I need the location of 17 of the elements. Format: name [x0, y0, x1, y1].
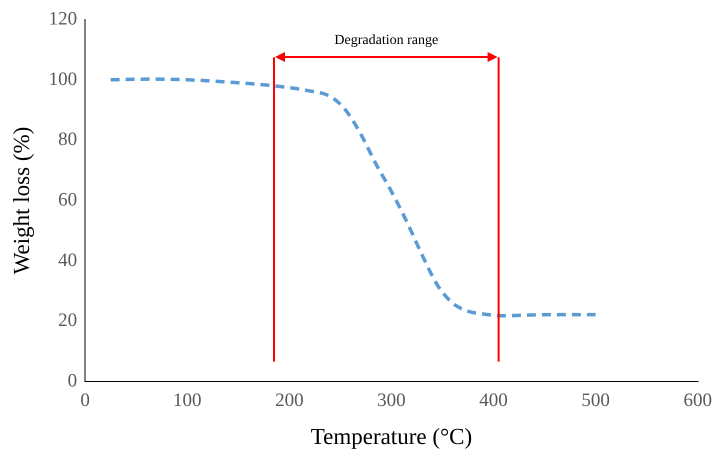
- x-tick-label: 100: [172, 390, 202, 411]
- annotation: Degradation range: [334, 33, 438, 48]
- line-series: [108, 77, 598, 318]
- y-tick-label: 40: [58, 250, 78, 271]
- y-tick-label: 120: [48, 8, 78, 30]
- x-tick-label: 600: [684, 390, 712, 411]
- y-tick-label: 80: [58, 129, 78, 150]
- y-tick-label: 60: [58, 189, 78, 210]
- x-tick-label: 300: [377, 390, 406, 411]
- y-axis-title: Weight loss (%): [8, 126, 34, 274]
- y-tick-label: 100: [48, 68, 78, 90]
- x-axis-title: Temperature (°C): [310, 424, 472, 450]
- x-tick-label: 500: [581, 390, 610, 411]
- x-tick-label: 400: [479, 390, 508, 411]
- x-tick-label: 200: [275, 390, 304, 411]
- y-tick-label: 20: [58, 310, 78, 332]
- y-tick-label: 0: [68, 370, 78, 392]
